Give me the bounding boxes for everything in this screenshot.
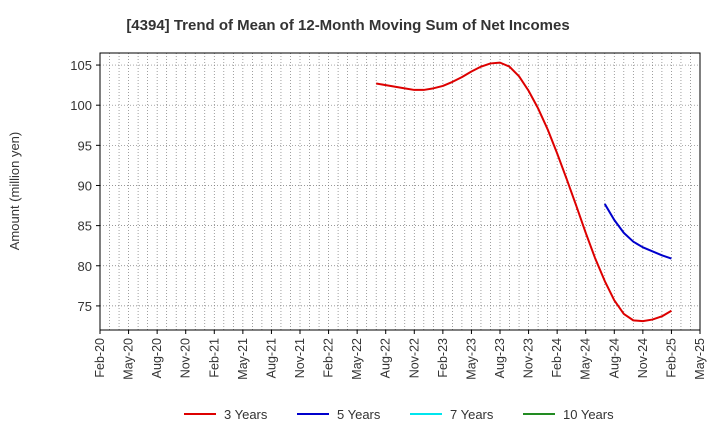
y-axis-ticks: 75 80 85 90 95 100 105 [70, 58, 100, 314]
y-tick-label: 100 [70, 98, 92, 113]
legend-label: 5 Years [337, 407, 381, 422]
x-tick-label: Nov-20 [179, 338, 193, 378]
series-lines [376, 61, 672, 323]
x-tick-label: Aug-22 [379, 338, 393, 378]
legend-label: 3 Years [224, 407, 268, 422]
x-tick-label: Nov-22 [407, 338, 421, 378]
series-line-3-years [376, 61, 672, 323]
x-tick-label: Feb-24 [550, 338, 564, 378]
x-tick-label: Aug-21 [264, 338, 278, 378]
x-tick-label: May-22 [350, 338, 364, 380]
chart-title: [4394] Trend of Mean of 12-Month Moving … [126, 17, 569, 34]
x-tick-label: May-20 [122, 338, 136, 380]
x-tick-label: Aug-20 [150, 338, 164, 378]
legend: 3 Years 5 Years 7 Years 10 Years [184, 407, 614, 422]
x-tick-label: Feb-22 [322, 338, 336, 378]
x-tick-label: Feb-20 [93, 338, 107, 378]
y-tick-label: 80 [78, 259, 92, 274]
y-tick-label: 95 [78, 138, 92, 153]
y-tick-label: 75 [78, 299, 92, 314]
y-axis-label: Amount (million yen) [7, 132, 22, 251]
x-tick-label: May-24 [579, 338, 593, 380]
x-tick-label: Aug-23 [493, 338, 507, 378]
x-tick-label: Nov-24 [636, 338, 650, 378]
legend-label: 10 Years [563, 407, 614, 422]
x-axis-ticks: Feb-20 May-20 Aug-20 Nov-20 Feb-21 May-21 Aug-… [93, 330, 707, 380]
series-line-5-years [603, 203, 672, 260]
x-tick-label: May-25 [693, 338, 707, 380]
x-tick-label: Nov-21 [293, 338, 307, 378]
x-tick-label: Feb-23 [436, 338, 450, 378]
x-tick-label: Aug-24 [607, 338, 621, 378]
x-tick-label: Feb-25 [664, 338, 678, 378]
x-tick-label: Nov-23 [522, 338, 536, 378]
x-tick-label: Feb-21 [207, 338, 221, 378]
y-tick-label: 90 [78, 178, 92, 193]
y-tick-label: 85 [78, 219, 92, 234]
legend-label: 7 Years [450, 407, 494, 422]
gridlines [100, 53, 700, 330]
y-tick-label: 105 [70, 58, 92, 73]
plot-area [99, 52, 701, 331]
x-tick-label: May-21 [236, 338, 250, 380]
x-tick-label: May-23 [464, 338, 478, 380]
